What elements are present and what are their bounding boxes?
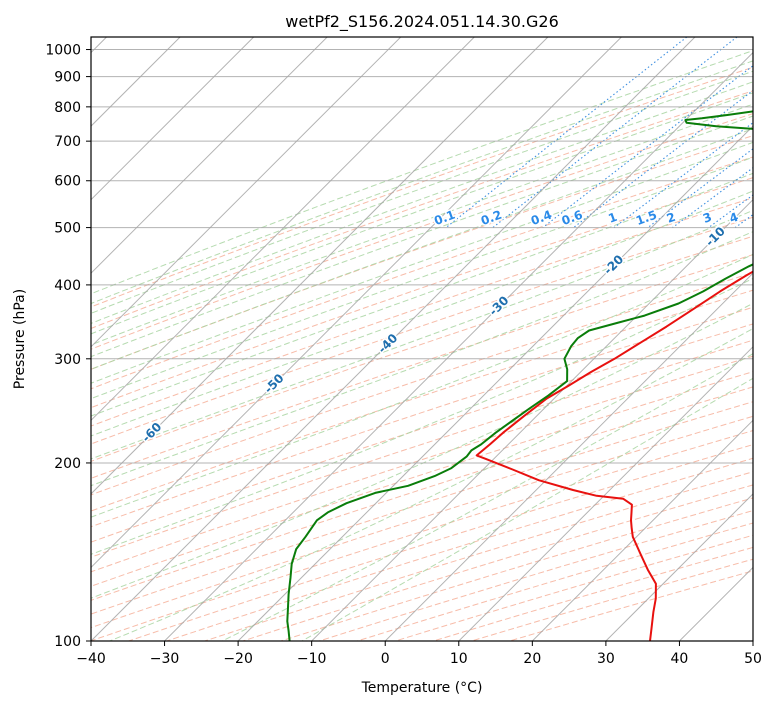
mixing-ratio-label: 6 [766,210,775,226]
y-tick-label: 200 [54,456,81,472]
y-tick-label: 500 [54,221,81,237]
x-tick-label: 20 [523,651,541,667]
chart-title: wetPf2_S156.2024.051.14.30.G26 [285,12,559,32]
y-tick-label: 600 [54,174,81,190]
x-tick-label: −40 [76,651,106,667]
isotherm-label: -70 [4,481,29,506]
x-tick-label: −10 [297,651,327,667]
y-tick-label: 100 [54,634,81,650]
x-tick-label: 30 [597,651,615,667]
y-tick-label: 300 [54,352,81,368]
x-tick-label: −30 [150,651,180,667]
x-axis-title: Temperature (°C) [361,680,483,696]
x-tick-label: 0 [381,651,390,667]
x-tick-label: −20 [223,651,253,667]
plot-area: -100-90-80-70-60-50-40-30-20-100.10.20.4… [0,37,775,641]
x-tick-label: 50 [744,651,762,667]
y-tick-label: 900 [54,70,81,86]
x-tick-label: 40 [671,651,689,667]
y-tick-label: 800 [54,100,81,116]
y-tick-label: 700 [54,134,81,150]
y-tick-label: 1000 [45,43,81,59]
y-axis-title: Pressure (hPa) [12,289,28,389]
isotherm-gridline [753,37,775,641]
y-tick-label: 400 [54,278,81,294]
x-tick-label: 10 [450,651,468,667]
